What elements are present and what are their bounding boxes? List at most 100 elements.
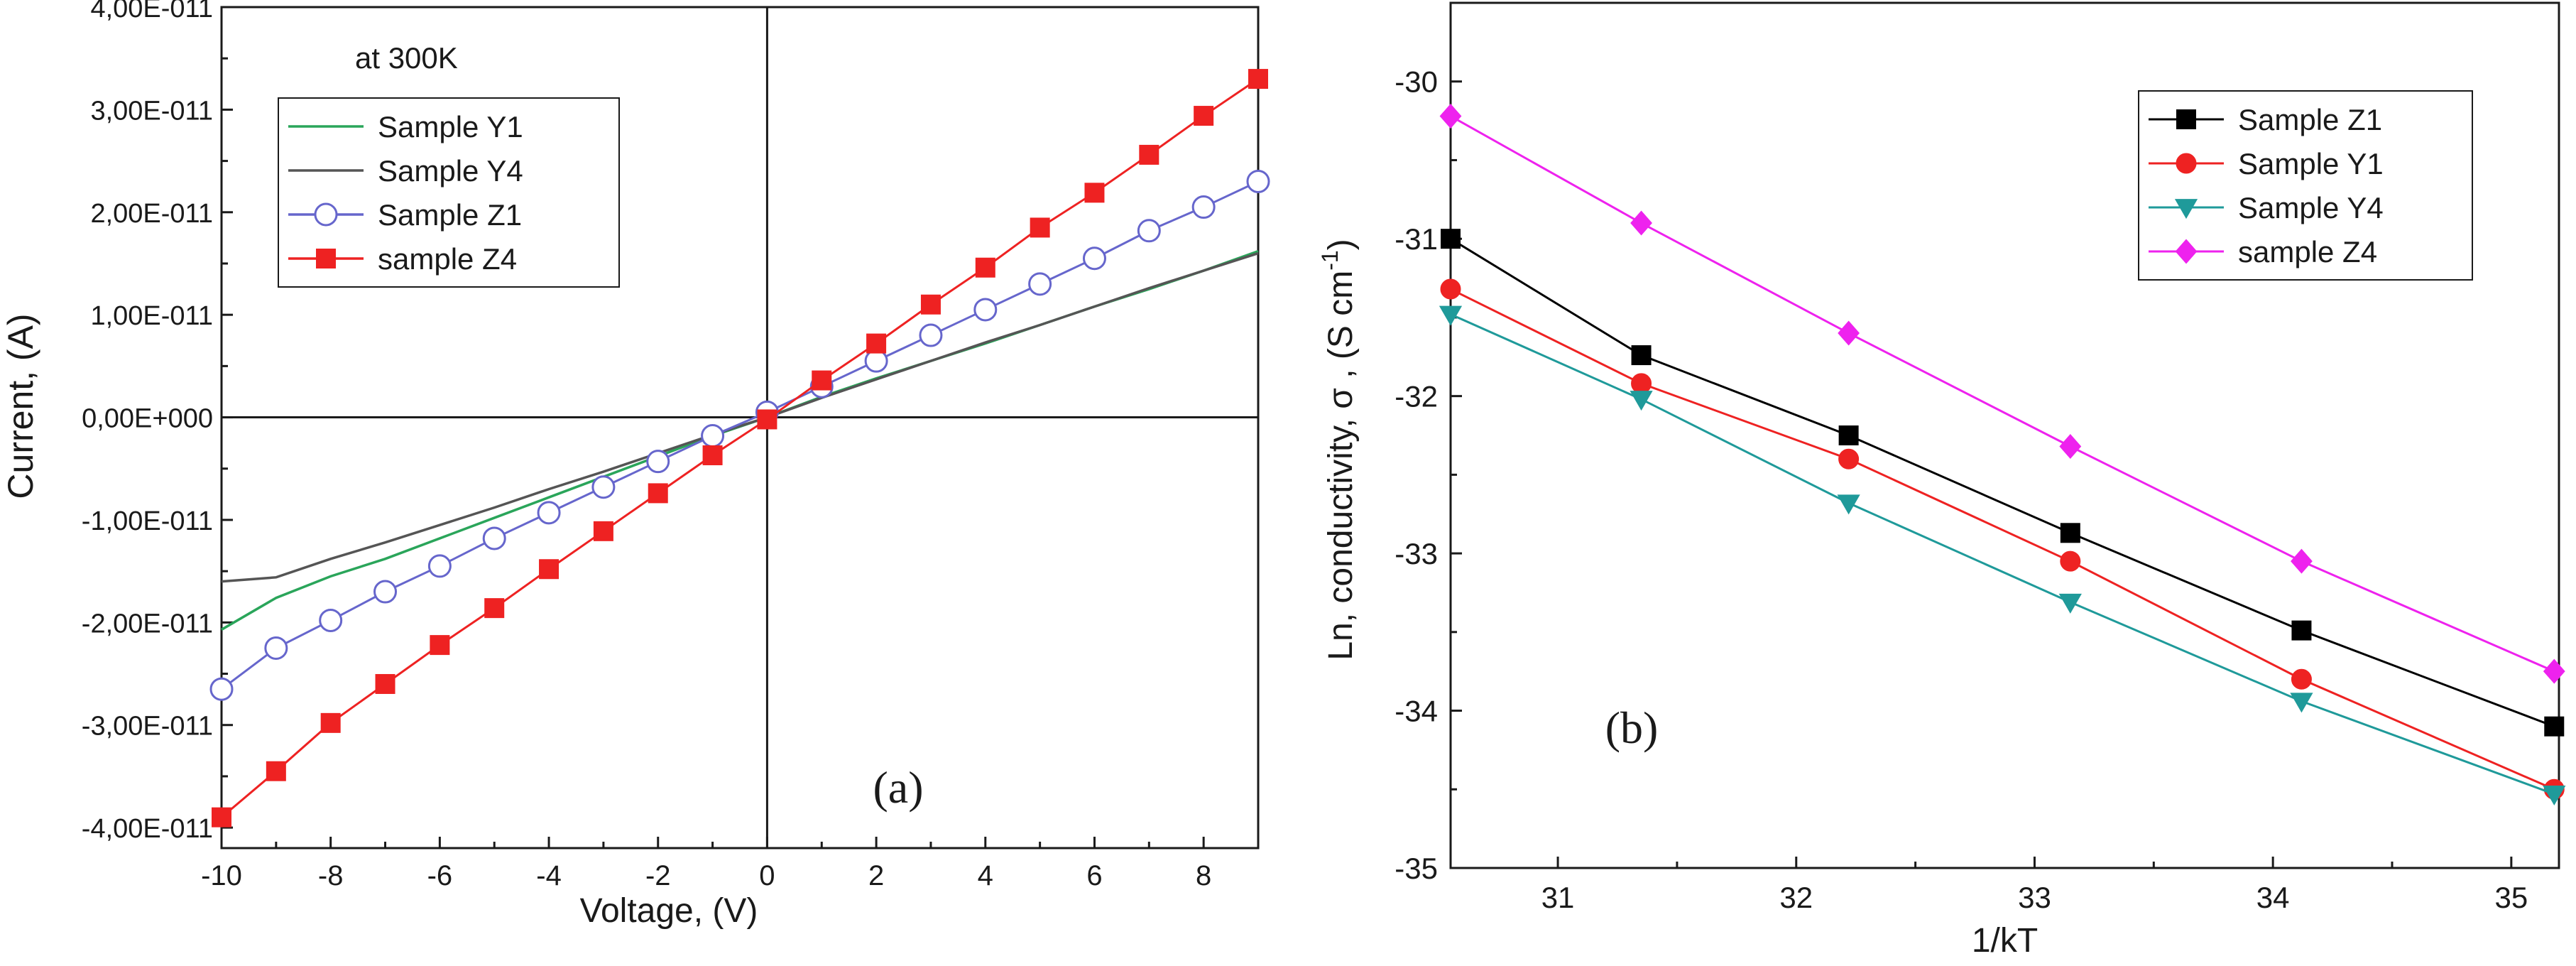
y-tick-label-a: -3,00E-011 [82,712,213,742]
data-point-sample-z1 [1082,246,1106,271]
x-tick-label-a: 2 [868,860,884,891]
data-point-sample-y1 [1440,278,1461,300]
data-point-sample-y1 [1631,373,1652,394]
series-line-sample-z4 [1450,115,2555,673]
data-point-sample-z1 [482,526,506,550]
x-tick-label-a: 8 [1196,860,1211,891]
data-point-sample-z4 [757,409,777,430]
y-tick-label-a: 0,00E+000 [82,404,213,434]
series-sample-z4-b [1439,103,2565,684]
x-tick-label-b: 32 [1779,881,1813,914]
data-point-sample-z1 [2291,620,2312,641]
data-point-sample-z4 [702,445,723,465]
data-point-sample-z4 [1838,320,1860,346]
data-point-sample-z1 [319,608,343,632]
legend-label-sample-y1: Sample Y1 [2238,147,2384,180]
data-point-sample-z1 [373,580,398,604]
x-tick-label-a: 6 [1086,860,1102,891]
panel-label-b: (b) [1605,702,1659,753]
data-point-sample-z1 [1191,195,1216,219]
data-point-sample-z1 [2544,716,2565,737]
legend-swatch-marker [316,249,336,268]
y-tick-label-b: -32 [1395,380,1438,413]
data-point-sample-z4 [484,598,505,619]
y-tick-label-a: 4,00E-011 [90,0,213,23]
series-sample-y1-b [1440,278,2565,800]
chart-panel-b: 31 32 33 34 35 -30 -31 -32 -33 -34 -35 1/kT Ln, cond… [1317,1,2566,960]
y-tick-label-a: 2,00E-011 [90,199,213,229]
x-tick-label-a: -4 [536,860,562,891]
data-point-sample-z1 [919,323,943,347]
data-point-sample-z4 [1630,210,1652,236]
series-sample-z4-a [212,69,1268,827]
series-line-sample-y1 [1450,288,2555,791]
legend-label-sample-z1: Sample Z1 [378,198,522,232]
data-point-sample-z4 [1194,106,1214,126]
data-point-sample-z4 [648,483,668,504]
data-point-sample-z4 [920,294,941,315]
data-point-sample-z1 [701,424,725,448]
data-point-sample-z4 [593,521,613,541]
data-point-sample-z4 [1030,217,1050,238]
data-point-sample-z4 [320,712,341,733]
data-point-sample-z4 [539,559,560,580]
y-axis-title-b: Ln, conductivity, σ , (S cm-1) [1317,239,1360,660]
data-point-sample-z4 [975,257,995,278]
y-tick-label-a: -4,00E-011 [82,814,213,844]
data-point-sample-z4 [1439,103,1462,129]
data-point-sample-z1 [591,475,616,499]
x-tick-label-a: -8 [318,860,344,891]
legend-label-sample-z1: Sample Z1 [2238,103,2382,136]
data-point-sample-z1 [264,636,288,660]
data-point-sample-z1 [973,298,998,322]
x-tick-label-a: 4 [978,860,993,891]
data-point-sample-y1 [2291,668,2312,690]
data-point-sample-z1 [1028,272,1052,296]
data-point-sample-z1 [1441,229,1461,249]
data-point-sample-z1 [646,450,670,474]
y-tick-label-b: -34 [1395,695,1438,728]
data-point-sample-z4 [2059,434,2082,460]
y-tick-label-b: -31 [1395,222,1438,256]
chart-panel-a: -10 -8 -6 -4 -2 0 2 4 6 8 4,00E-011 3,00E-011 2,00E-… [1,0,1270,930]
series-line-sample-y4 [221,251,1259,583]
data-point-sample-z1 [1631,345,1652,366]
data-point-sample-z1 [864,349,888,373]
x-tick-label-a: -10 [201,860,242,891]
data-point-sample-z4 [375,673,395,694]
data-point-sample-z4 [212,807,231,827]
data-point-sample-z4 [1084,183,1105,203]
y-axis-title-b-close: ) [1322,239,1360,250]
data-point-sample-y1 [2060,550,2081,572]
data-point-sample-y4 [1837,494,1860,515]
data-point-sample-z4 [430,635,450,656]
legend-swatch-marker [314,202,338,227]
annotation-temperature: at 300K [355,41,458,75]
y-tick-label-a: -1,00E-011 [82,506,213,536]
data-point-sample-z1 [2060,523,2080,543]
plot-frame-a [220,6,1260,850]
x-tick-label-a: -2 [645,860,671,891]
series-sample-y4-a [221,251,1259,583]
legend-label-sample-z4: sample Z4 [378,242,517,276]
legend-swatch-marker [2176,109,2196,129]
y-tick-label-b: -33 [1395,537,1438,570]
data-point-sample-z1 [537,501,561,525]
y-tick-label-b: -30 [1395,65,1438,99]
data-point-sample-z1 [1137,219,1161,243]
data-point-sample-z4 [1139,144,1159,165]
data-point-sample-z1 [1246,169,1270,193]
data-point-sample-z4 [866,333,887,354]
data-point-sample-z4 [2291,548,2313,574]
series-sample-y1-a [221,250,1259,631]
x-tick-label-b: 31 [1541,881,1575,914]
x-tick-label-a: -6 [427,860,453,891]
data-point-sample-z1 [1838,425,1859,445]
legend-label-sample-y4: Sample Y4 [2238,191,2384,224]
y-axis-title-a: Current, (A) [1,313,40,499]
data-point-sample-y4 [2543,786,2566,806]
series-line-sample-z1 [1450,237,2555,728]
data-point-sample-z4 [266,761,286,781]
y-axis-title-b-main: Ln, conductivity, σ , (S cm [1322,271,1360,661]
x-tick-label-b: 34 [2256,881,2290,914]
